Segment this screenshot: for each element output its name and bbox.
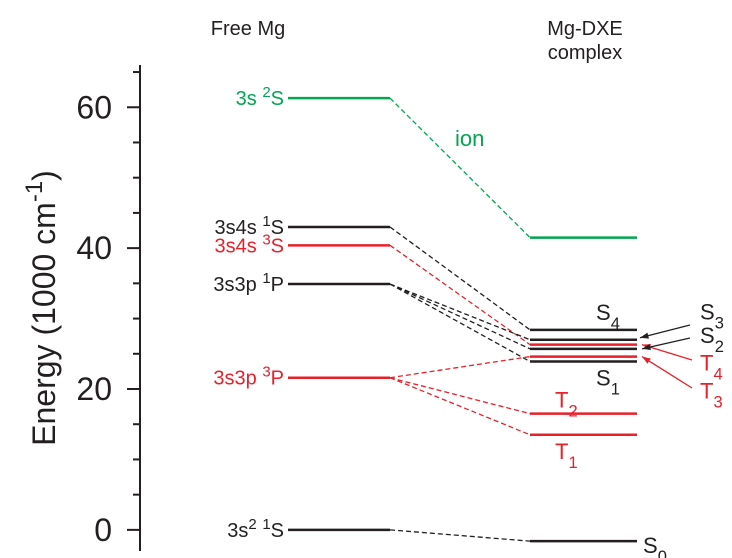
subscript: 2 xyxy=(568,403,577,421)
column-header: complex xyxy=(548,42,622,64)
subscript: 4 xyxy=(713,366,722,384)
subscript: 3 xyxy=(715,315,724,333)
correlation-line xyxy=(389,283,531,363)
subscript: 4 xyxy=(611,315,620,333)
label-text: Energy (1000 cm xyxy=(26,202,62,446)
label-text: 3s3p xyxy=(213,274,262,296)
label-text: S xyxy=(271,520,284,542)
label-text: S xyxy=(700,300,715,325)
arrow-line xyxy=(639,324,691,339)
correlation-line xyxy=(389,244,531,346)
level-label: S1 xyxy=(596,366,620,399)
level-label: 3s2 1S xyxy=(227,515,284,542)
level-label: T4 xyxy=(700,351,723,384)
label-text: S xyxy=(700,323,715,348)
level-label: 3s4s 1S xyxy=(215,213,285,240)
y-tick-label: 60 xyxy=(76,89,112,125)
y-tick-label: 0 xyxy=(94,512,112,548)
label-text: 3s4s xyxy=(215,235,263,257)
correlation-line xyxy=(389,226,531,331)
arrow-head xyxy=(642,343,651,350)
annotation: ion xyxy=(455,126,484,151)
subscript: 1 xyxy=(611,381,620,399)
y-tick-label: 40 xyxy=(76,230,112,266)
level-label: S4 xyxy=(596,300,620,333)
superscript: -1 xyxy=(21,181,48,202)
superscript: 2 xyxy=(262,84,270,101)
arrow-head xyxy=(640,332,649,339)
superscript: 1 xyxy=(262,213,270,230)
level-label: T3 xyxy=(700,379,723,412)
superscript: 2 xyxy=(248,515,256,532)
correlation-line xyxy=(389,355,531,379)
correlation-line xyxy=(389,283,531,350)
label-text: P xyxy=(271,274,284,296)
correlation-line xyxy=(389,283,531,341)
y-axis-label: Energy (1000 cm-1) xyxy=(21,170,63,446)
arrow-line xyxy=(641,356,693,389)
level-label: S3 xyxy=(700,300,724,333)
level-label: T1 xyxy=(555,439,578,472)
column-header: Mg-DXE xyxy=(547,18,623,40)
level-label: T2 xyxy=(555,388,578,421)
label-text: S xyxy=(271,88,284,110)
superscript: 1 xyxy=(262,270,270,287)
label-text: T xyxy=(555,439,568,464)
label-text: 3s xyxy=(227,520,248,542)
label-text: T xyxy=(700,379,713,404)
label-text: ) xyxy=(26,170,62,181)
label-text: S xyxy=(271,235,284,257)
y-tick-label: 20 xyxy=(76,371,112,407)
subscript: 1 xyxy=(568,454,577,472)
level-label: 3s3p 1P xyxy=(213,270,284,297)
column-header: Free Mg xyxy=(211,18,285,40)
subscript: 2 xyxy=(715,338,724,356)
label-text: 3s xyxy=(236,88,263,110)
label-text: T xyxy=(555,388,568,413)
label-text: 3s3p xyxy=(213,368,262,390)
subscript: 0 xyxy=(658,548,667,558)
label-text: S xyxy=(596,366,611,391)
superscript: 3 xyxy=(262,231,270,248)
level-label: 3s3p 3P xyxy=(213,363,284,390)
level-label: S2 xyxy=(700,323,724,356)
label-text: T xyxy=(700,351,713,376)
superscript: 1 xyxy=(262,515,270,532)
level-label: 3s4s 3S xyxy=(215,231,285,258)
level-label: 3s 2S xyxy=(236,84,284,111)
subscript: 3 xyxy=(713,394,722,412)
superscript: 3 xyxy=(262,363,270,380)
correlation-line xyxy=(389,97,531,239)
level-label: S0 xyxy=(643,533,667,558)
arrow-head xyxy=(642,356,651,364)
label-text: S xyxy=(643,533,658,558)
label-text: S xyxy=(271,217,284,239)
correlation-line xyxy=(389,377,531,436)
label-text: P xyxy=(271,368,284,390)
label-text: S xyxy=(596,300,611,325)
correlation-line xyxy=(389,377,531,415)
label-text: 3s4s xyxy=(215,217,263,239)
correlation-line xyxy=(389,529,531,542)
